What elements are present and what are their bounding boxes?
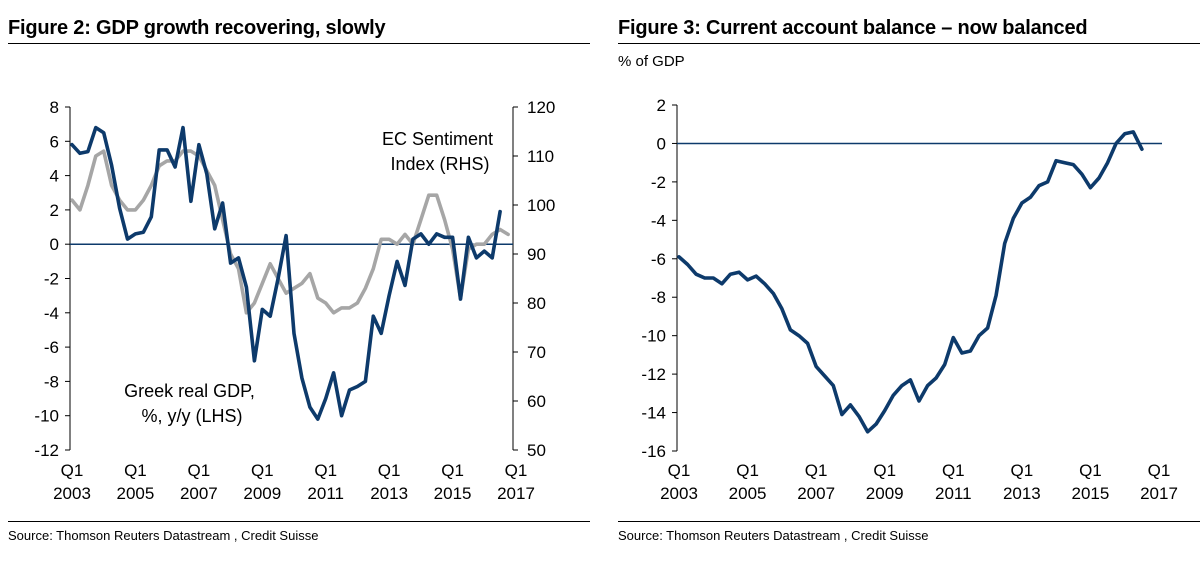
- figure-2-panel: Figure 2: GDP growth recovering, slowly …: [0, 0, 590, 566]
- left-y-tick-label: -10: [34, 407, 59, 426]
- left-y-tick-label: -2: [651, 173, 666, 192]
- x-tick-quarter-label: Q1: [505, 461, 528, 480]
- right-y-tick-label: 90: [527, 245, 546, 264]
- greek-gdp-line: [70, 125, 502, 421]
- left-y-tick-label: -4: [651, 211, 666, 230]
- x-tick-year-label: 2005: [117, 484, 155, 503]
- x-tick-year-label: 2009: [866, 484, 904, 503]
- figure-2-chart: 86420-2-4-6-8-10-121201101009080706050Q1…: [34, 98, 555, 503]
- left-y-tick-label: 0: [50, 235, 59, 254]
- left-y-tick-label: 0: [657, 134, 666, 153]
- x-tick-year-label: 2015: [434, 484, 472, 503]
- x-tick-year-label: 2009: [243, 484, 281, 503]
- right-y-tick-label: 70: [527, 343, 546, 362]
- left-y-tick-label: 2: [657, 96, 666, 115]
- x-tick-year-label: 2003: [660, 484, 698, 503]
- greek-gdp-series-label: Greek real GDP, %, y/y (LHS): [124, 381, 260, 426]
- x-tick-year-label: 2007: [180, 484, 218, 503]
- right-y-tick-label: 60: [527, 392, 546, 411]
- x-tick-quarter-label: Q1: [668, 461, 691, 480]
- current-account-line: [677, 130, 1144, 434]
- figure-2-source-rule: [8, 521, 590, 522]
- right-y-tick-label: 110: [527, 147, 554, 166]
- left-y-tick-label: -12: [34, 441, 59, 460]
- figure-3-panel: Figure 3: Current account balance – now …: [610, 0, 1200, 566]
- left-y-tick-label: 8: [50, 98, 59, 117]
- ec-sentiment-series-label: EC Sentiment Index (RHS): [382, 129, 498, 174]
- left-y-tick-label: -14: [641, 404, 666, 423]
- right-y-tick-label: 50: [527, 441, 546, 460]
- figure-3-title: Figure 3: Current account balance – now …: [618, 17, 1088, 39]
- right-y-tick-label: 80: [527, 294, 546, 313]
- x-tick-year-label: 2007: [797, 484, 835, 503]
- right-y-tick-label: 120: [527, 98, 555, 117]
- x-tick-year-label: 2017: [497, 484, 535, 503]
- x-tick-quarter-label: Q1: [942, 461, 965, 480]
- left-y-tick-label: 2: [50, 201, 59, 220]
- x-tick-year-label: 2013: [370, 484, 408, 503]
- x-tick-quarter-label: Q1: [314, 461, 337, 480]
- x-tick-quarter-label: Q1: [736, 461, 759, 480]
- left-y-tick-label: 4: [50, 167, 59, 186]
- left-y-tick-label: -4: [44, 304, 59, 323]
- x-tick-quarter-label: Q1: [873, 461, 896, 480]
- figure-3-unit-label: % of GDP: [618, 53, 685, 70]
- left-y-tick-label: -6: [44, 338, 59, 357]
- x-tick-quarter-label: Q1: [1148, 461, 1171, 480]
- left-y-tick-label: -10: [641, 327, 666, 346]
- x-tick-year-label: 2013: [1003, 484, 1041, 503]
- x-tick-year-label: 2005: [729, 484, 767, 503]
- x-tick-quarter-label: Q1: [1011, 461, 1034, 480]
- x-tick-quarter-label: Q1: [805, 461, 828, 480]
- x-tick-quarter-label: Q1: [251, 461, 274, 480]
- figure-2-source: Source: Thomson Reuters Datastream , Cre…: [8, 528, 319, 543]
- figure-2-title: Figure 2: GDP growth recovering, slowly: [8, 17, 386, 39]
- x-tick-year-label: 2011: [935, 484, 972, 503]
- left-y-tick-label: -8: [651, 288, 666, 307]
- x-tick-year-label: 2015: [1072, 484, 1110, 503]
- figure-3-title-rule: [618, 43, 1200, 44]
- left-y-tick-label: -2: [44, 270, 59, 289]
- x-tick-year-label: 2017: [1140, 484, 1178, 503]
- x-tick-year-label: 2003: [53, 484, 91, 503]
- x-tick-quarter-label: Q1: [188, 461, 211, 480]
- left-y-tick-label: -8: [44, 372, 59, 391]
- left-y-tick-label: -16: [641, 442, 666, 461]
- x-tick-quarter-label: Q1: [1079, 461, 1102, 480]
- left-y-tick-label: -12: [641, 365, 666, 384]
- figure-3-chart: % of GDP 20-2-4-6-8-10-12-14-16Q12003Q12…: [618, 53, 1178, 503]
- left-y-tick-label: -6: [651, 250, 666, 269]
- x-tick-quarter-label: Q1: [124, 461, 147, 480]
- figure-3-source-rule: [618, 521, 1200, 522]
- right-y-tick-label: 100: [527, 196, 555, 215]
- left-y-tick-label: 6: [50, 132, 59, 151]
- x-tick-quarter-label: Q1: [61, 461, 84, 480]
- figure-3-source: Source: Thomson Reuters Datastream , Cre…: [618, 528, 929, 543]
- figure-2-title-rule: [8, 43, 590, 44]
- x-tick-quarter-label: Q1: [441, 461, 464, 480]
- x-tick-year-label: 2011: [307, 484, 344, 503]
- x-tick-quarter-label: Q1: [378, 461, 401, 480]
